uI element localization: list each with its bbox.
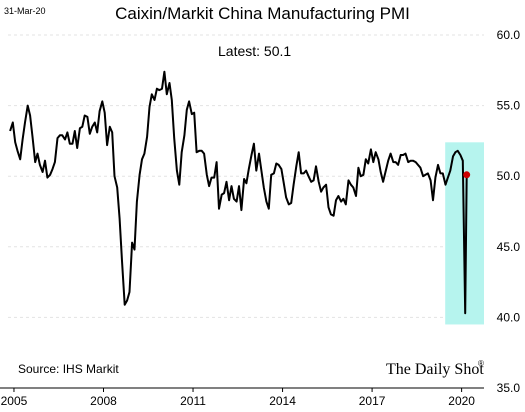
y-tick-label: 45.0 xyxy=(497,240,521,254)
gridlines xyxy=(8,34,484,318)
x-axis-ticks: 2005 2008 2011 2014 2017 2020 xyxy=(1,388,475,408)
watermark-logo: The Daily Shot xyxy=(386,361,484,378)
x-tick-label: 2005 xyxy=(1,394,28,408)
latest-point-marker xyxy=(463,171,471,179)
y-axis-ticks: 35.0 40.0 45.0 50.0 55.0 60.0 xyxy=(497,28,521,395)
x-tick-label: 2011 xyxy=(180,394,206,408)
y-tick-label: 55.0 xyxy=(497,99,521,113)
y-tick-label: 50.0 xyxy=(497,169,521,183)
y-tick-label: 60.0 xyxy=(497,28,521,42)
chart-title: Caixin/Markit China Manufacturing PMI xyxy=(115,4,410,23)
y-tick-label: 40.0 xyxy=(497,310,521,324)
x-tick-label: 2014 xyxy=(269,394,296,408)
x-tick-label: 2020 xyxy=(448,394,475,408)
latest-label: Latest: 50.1 xyxy=(218,43,291,59)
watermark-mark: ® xyxy=(478,359,484,368)
x-tick-label: 2017 xyxy=(359,394,386,408)
pmi-line xyxy=(9,70,468,315)
y-tick-label: 35.0 xyxy=(497,381,521,395)
source-label: Source: IHS Markit xyxy=(18,362,119,376)
x-tick-label: 2008 xyxy=(90,394,117,408)
chart-date: 31-Mar-20 xyxy=(4,6,46,16)
